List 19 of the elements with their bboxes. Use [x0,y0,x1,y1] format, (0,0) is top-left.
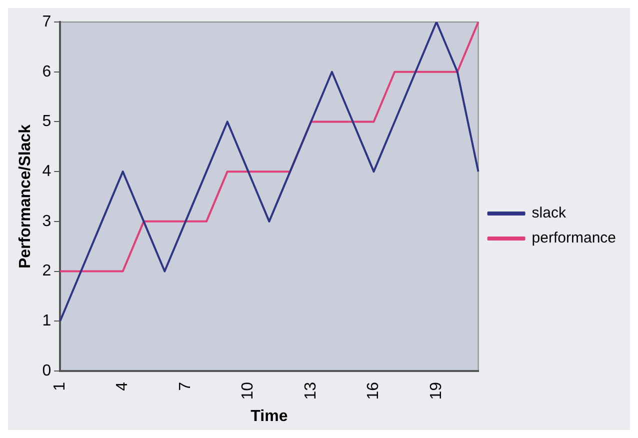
y-tick-label: 0 [42,362,52,380]
y-tick-label: 2 [42,262,52,280]
y-tick-label: 1 [42,312,52,330]
y-tick-label: 7 [42,13,52,30]
x-tick-label: 4 [114,382,132,391]
y-axis-title: Performance/Slack [17,124,34,269]
y-tick-label: 6 [42,63,52,80]
y-tick-label: 4 [42,162,52,180]
x-tick-label: 13 [302,382,320,400]
legend-label: performance [532,230,616,247]
x-tick-label: 7 [176,382,194,391]
x-tick-label: 16 [365,382,382,400]
x-tick-label: 19 [428,382,445,400]
x-tick-label: 1 [52,382,69,391]
y-tick-label: 3 [42,212,52,230]
x-tick-label: 10 [240,382,257,400]
y-tick-label: 5 [42,113,52,130]
x-axis-title: Time [250,408,288,425]
legend-label: slack [532,204,566,222]
